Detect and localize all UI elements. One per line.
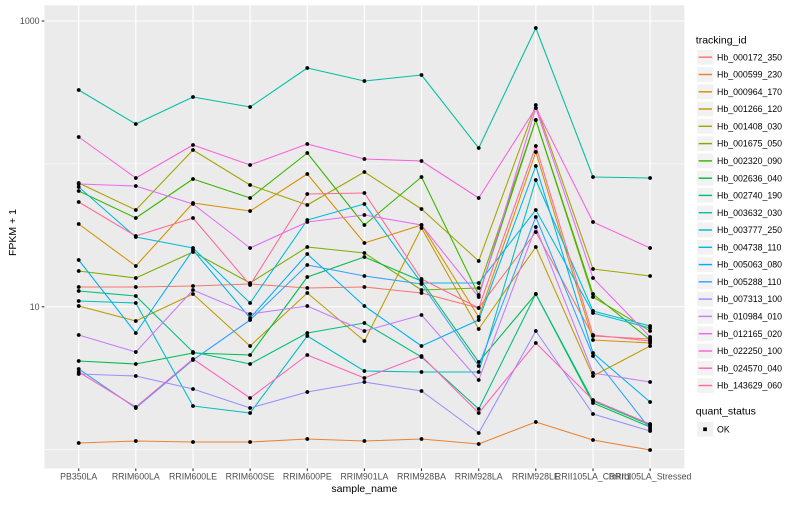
svg-text:Hb_002740_190: Hb_002740_190	[717, 191, 782, 201]
svg-text:Hb_001266_120: Hb_001266_120	[717, 104, 782, 114]
svg-text:Hb_007313_100: Hb_007313_100	[717, 294, 782, 304]
svg-text:Hb_143629_060: Hb_143629_060	[717, 381, 782, 391]
svg-text:Hb_000599_230: Hb_000599_230	[717, 70, 782, 80]
svg-text:Hb_022250_100: Hb_022250_100	[717, 346, 782, 356]
svg-text:RRIM600PE: RRIM600PE	[283, 472, 332, 482]
svg-text:RRIM928BA: RRIM928BA	[397, 472, 446, 482]
svg-text:Hb_024570_040: Hb_024570_040	[717, 363, 782, 373]
svg-text:Hb_001675_050: Hb_001675_050	[717, 139, 782, 149]
svg-text:1000: 1000	[20, 16, 40, 26]
svg-text:Hb_010984_010: Hb_010984_010	[717, 312, 782, 322]
svg-text:Hb_002320_090: Hb_002320_090	[717, 156, 782, 166]
svg-text:Hb_012165_020: Hb_012165_020	[717, 329, 782, 339]
svg-text:Hb_000172_350: Hb_000172_350	[717, 52, 782, 62]
svg-text:Hb_005288_110: Hb_005288_110	[717, 277, 782, 287]
svg-text:FPKM + 1: FPKM + 1	[7, 209, 19, 256]
svg-text:RRIM600SE: RRIM600SE	[226, 472, 275, 482]
svg-text:RRIM928LA: RRIM928LA	[455, 472, 503, 482]
svg-text:RRIM928LE: RRIM928LE	[512, 472, 560, 482]
svg-text:OK: OK	[717, 424, 730, 434]
svg-text:Hb_004738_110: Hb_004738_110	[717, 242, 782, 252]
svg-text:Hb_000964_170: Hb_000964_170	[717, 87, 782, 97]
svg-text:RRII105LA_Control: RRII105LA_Control	[555, 472, 631, 482]
svg-text:quant_status: quant_status	[696, 406, 756, 418]
svg-text:Hb_002636_040: Hb_002636_040	[717, 173, 782, 183]
svg-text:RRIM901LA: RRIM901LA	[340, 472, 388, 482]
svg-text:RRIM600LA: RRIM600LA	[112, 472, 160, 482]
svg-text:sample_name: sample_name	[331, 483, 397, 495]
svg-text:Hb_001408_030: Hb_001408_030	[717, 121, 782, 131]
svg-text:RRII105LA_Stressed: RRII105LA_Stressed	[609, 472, 692, 482]
svg-text:Hb_003777_250: Hb_003777_250	[717, 225, 782, 235]
svg-text:Hb_005063_080: Hb_005063_080	[717, 260, 782, 270]
svg-text:Hb_003632_030: Hb_003632_030	[717, 208, 782, 218]
svg-text:RRIM600LE: RRIM600LE	[169, 472, 217, 482]
svg-text:PB350LA: PB350LA	[60, 472, 97, 482]
svg-text:tracking_id: tracking_id	[696, 34, 747, 46]
svg-text:10: 10	[30, 302, 40, 312]
